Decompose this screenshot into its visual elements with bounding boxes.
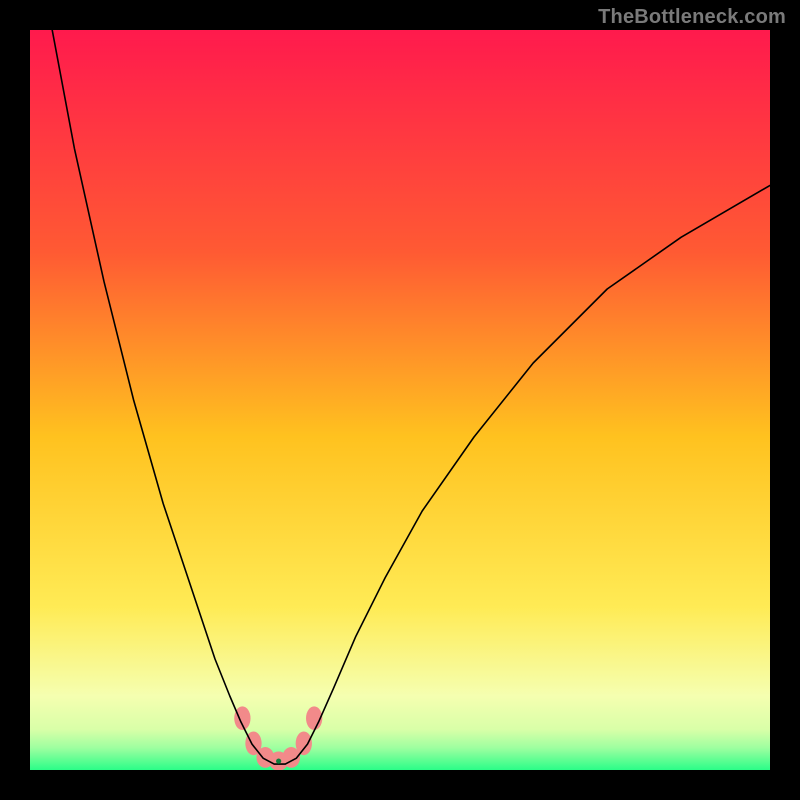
watermark-text: TheBottleneck.com	[598, 6, 786, 29]
chart-svg	[30, 30, 770, 770]
apex-dot	[276, 759, 281, 764]
minimum-marker	[296, 732, 312, 756]
bottleneck-chart	[30, 30, 770, 770]
gradient-background	[30, 30, 770, 770]
